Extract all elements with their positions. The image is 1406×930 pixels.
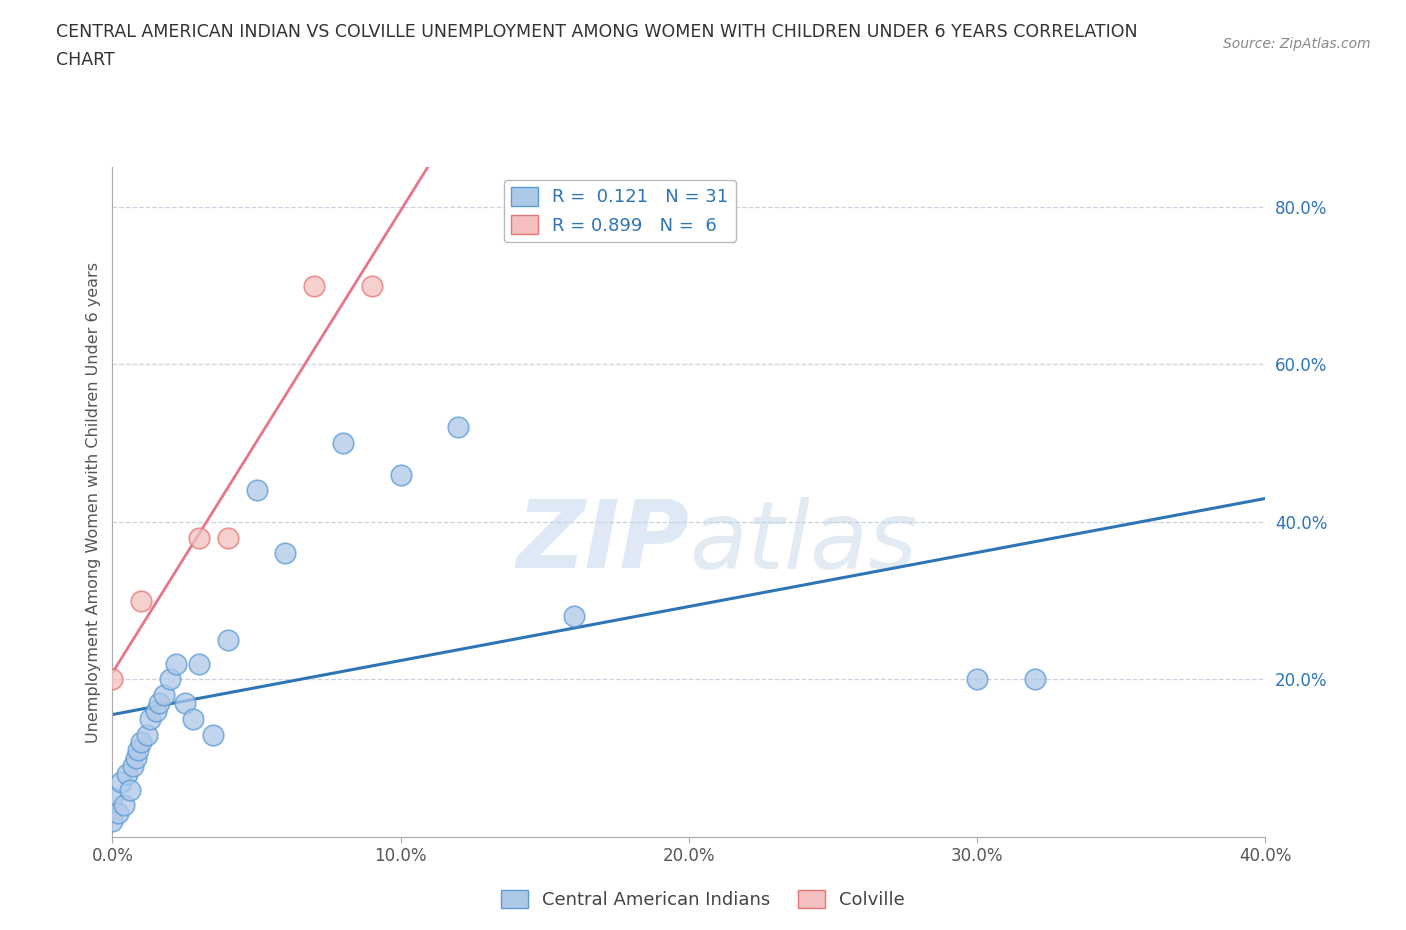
Point xyxy=(118,782,141,797)
Point xyxy=(159,672,181,687)
Point xyxy=(188,657,211,671)
Point xyxy=(274,546,297,561)
Point xyxy=(136,727,159,742)
Point xyxy=(124,751,146,765)
Point xyxy=(101,790,124,805)
Point xyxy=(1024,672,1046,687)
Point xyxy=(153,688,176,703)
Point xyxy=(389,467,412,482)
Legend: R =  0.121   N = 31, R = 0.899   N =  6: R = 0.121 N = 31, R = 0.899 N = 6 xyxy=(503,179,735,242)
Point xyxy=(129,735,153,750)
Point xyxy=(217,530,239,545)
Point xyxy=(304,278,326,293)
Point xyxy=(101,814,124,829)
Point xyxy=(562,609,585,624)
Text: Source: ZipAtlas.com: Source: ZipAtlas.com xyxy=(1223,37,1371,51)
Point xyxy=(112,798,135,813)
Text: CHART: CHART xyxy=(56,51,115,69)
Text: ZIP: ZIP xyxy=(516,497,689,589)
Point xyxy=(173,696,195,711)
Point xyxy=(145,703,167,718)
Point xyxy=(115,766,138,781)
Point xyxy=(148,696,170,711)
Point xyxy=(447,420,470,435)
Point xyxy=(110,775,132,790)
Point xyxy=(245,483,267,498)
Point xyxy=(139,711,162,726)
Text: CENTRAL AMERICAN INDIAN VS COLVILLE UNEMPLOYMENT AMONG WOMEN WITH CHILDREN UNDER: CENTRAL AMERICAN INDIAN VS COLVILLE UNEM… xyxy=(56,23,1137,41)
Point xyxy=(165,657,187,671)
Point xyxy=(966,672,988,687)
Point xyxy=(360,278,382,293)
Point xyxy=(188,530,211,545)
Point xyxy=(127,743,149,758)
Point xyxy=(332,435,354,450)
Point xyxy=(121,759,143,774)
Point xyxy=(217,632,239,647)
Text: atlas: atlas xyxy=(689,497,917,588)
Y-axis label: Unemployment Among Women with Children Under 6 years: Unemployment Among Women with Children U… xyxy=(86,261,101,743)
Point xyxy=(107,806,129,821)
Legend: Central American Indians, Colville: Central American Indians, Colville xyxy=(494,883,912,916)
Point xyxy=(101,672,124,687)
Point xyxy=(129,593,153,608)
Point xyxy=(181,711,204,726)
Point xyxy=(202,727,225,742)
